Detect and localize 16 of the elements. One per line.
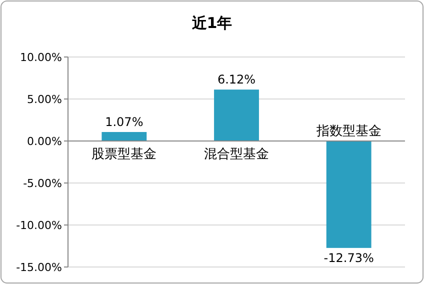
y-tick-label: 5.00% xyxy=(27,93,62,106)
y-tick-label: -10.00% xyxy=(16,219,62,232)
x-tick-label: 股票型基金 xyxy=(92,147,157,162)
y-tick-label: 10.00% xyxy=(20,51,62,64)
bar xyxy=(214,90,259,141)
data-label: 6.12% xyxy=(217,72,256,87)
x-tick-label: 指数型基金 xyxy=(315,124,382,139)
bar xyxy=(102,132,147,141)
chart-title: 近1年 xyxy=(190,14,232,32)
x-tick-label: 混合型基金 xyxy=(204,147,269,162)
y-tick-label: -5.00% xyxy=(23,177,62,190)
bar xyxy=(326,141,372,248)
data-label: 1.07% xyxy=(105,115,144,130)
y-tick-label: -15.00% xyxy=(16,261,62,274)
data-label: -12.73% xyxy=(324,250,374,265)
y-tick-label: 0.00% xyxy=(27,135,62,148)
